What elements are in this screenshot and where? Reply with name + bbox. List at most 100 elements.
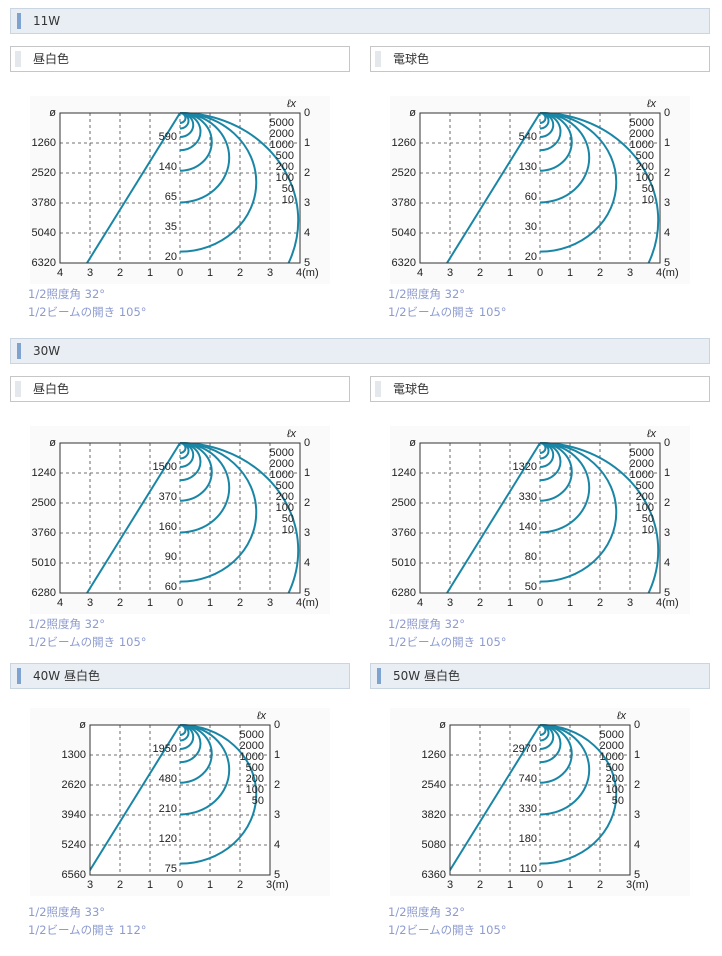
distance-label: 2 — [477, 597, 483, 609]
distance-label: 2 — [117, 267, 123, 279]
lux-label: 1000 — [270, 139, 294, 151]
spec-note: 1/2照度角 32° — [28, 617, 106, 631]
panel-header: 50W 昼白色 — [370, 663, 710, 689]
diameter-label: 1260 — [392, 137, 416, 149]
center-lux-label: 540 — [519, 131, 537, 143]
isolux-curve — [539, 724, 618, 865]
lux-label: 50 — [282, 513, 294, 525]
depth-label: 2 — [634, 779, 640, 791]
lux-label: 1000 — [270, 469, 294, 481]
section-header: 30W — [10, 338, 710, 364]
spec-note: 1/2ビームの開き 105° — [28, 305, 147, 319]
lux-label: 200 — [636, 161, 654, 173]
center-lux-label: 180 — [519, 833, 537, 845]
diameter-label: ø — [409, 437, 416, 449]
depth-label: 2 — [664, 497, 670, 509]
depth-label: 3 — [304, 197, 310, 209]
depth-label: 0 — [664, 107, 670, 119]
lux-label: 500 — [276, 150, 294, 162]
depth-label: 3 — [664, 527, 670, 539]
lux-label: 200 — [276, 491, 294, 503]
distance-label: 3 — [447, 879, 453, 891]
lux-label: 100 — [636, 172, 654, 184]
isolux-curve — [539, 724, 573, 784]
depth-label: 0 — [304, 107, 310, 119]
distance-label: 3 — [447, 597, 453, 609]
depth-label: 1 — [274, 749, 280, 761]
depth-label: 5 — [304, 587, 310, 599]
isolux-curve — [539, 112, 591, 204]
distance-label: 0 — [537, 597, 543, 609]
distance-label: 0 — [537, 267, 543, 279]
unit-label: ℓx — [646, 428, 657, 440]
isolux-curve — [539, 442, 660, 593]
lux-label: 500 — [276, 480, 294, 492]
center-lux-label: 160 — [159, 521, 177, 533]
lux-label: 2000 — [270, 458, 294, 470]
distance-label: 1 — [567, 879, 573, 891]
distance-label: 2 — [117, 879, 123, 891]
depth-label: 0 — [274, 719, 280, 731]
distance-label: 1 — [147, 267, 153, 279]
lux-label: 100 — [276, 502, 294, 514]
distance-label: 3 — [87, 879, 93, 891]
lux-label: 500 — [636, 150, 654, 162]
depth-label: 5 — [634, 869, 640, 881]
diameter-label: 6280 — [392, 587, 416, 599]
plot-frame — [59, 442, 301, 594]
depth-label: 5 — [274, 869, 280, 881]
distance-label: 2 — [477, 879, 483, 891]
diameter-label: 2520 — [392, 167, 416, 179]
diameter-label: 2500 — [32, 497, 56, 509]
depth-label: 3 — [274, 809, 280, 821]
section-header: 11W — [10, 8, 710, 34]
beam-edge — [86, 442, 181, 593]
center-lux-label: 130 — [519, 161, 537, 173]
diameter-label: 1260 — [422, 749, 446, 761]
isolux-curve — [539, 442, 573, 502]
lux-label: 10 — [282, 194, 294, 206]
distance-label: 2 — [477, 267, 483, 279]
depth-label: 4 — [274, 839, 280, 851]
distance-label: 2 — [237, 267, 243, 279]
beam-edge — [446, 442, 541, 593]
isolux-curve — [179, 442, 213, 502]
diameter-label: 5040 — [32, 227, 56, 239]
distance-label: 1 — [507, 267, 513, 279]
lux-label: 5000 — [600, 729, 624, 741]
illuminance-diagram: ø13002620394052406560012345ℓx50002000100… — [30, 708, 330, 896]
center-lux-label: 1950 — [153, 743, 177, 755]
distance-label: 3(m) — [626, 879, 649, 891]
diameter-label: 1260 — [32, 137, 56, 149]
distance-label: 0 — [537, 879, 543, 891]
spec-note: 1/2照度角 32° — [388, 617, 466, 631]
depth-label: 1 — [634, 749, 640, 761]
isolux-curve — [179, 442, 258, 583]
spec-note: 1/2ビームの開き 112° — [28, 923, 147, 937]
lux-label: 5000 — [630, 447, 654, 459]
diameter-label: 3940 — [62, 809, 86, 821]
lux-label: 5000 — [630, 117, 654, 129]
lux-label: 5000 — [240, 729, 264, 741]
lux-label: 5000 — [270, 447, 294, 459]
lux-label: 200 — [276, 161, 294, 173]
center-lux-label: 50 — [525, 581, 537, 593]
illuminance-diagram: ø12402500376050106280012345ℓx50002000100… — [390, 426, 690, 614]
lux-label: 500 — [246, 762, 264, 774]
distance-label: 3 — [87, 597, 93, 609]
depth-label: 4 — [634, 839, 640, 851]
diameter-label: 3760 — [32, 527, 56, 539]
plot-frame — [449, 724, 631, 876]
diameter-label: 1240 — [32, 467, 56, 479]
curves — [90, 724, 258, 873]
curves — [86, 442, 300, 593]
lux-label: 200 — [246, 773, 264, 785]
distance-label: 1 — [507, 879, 513, 891]
distance-label: 3 — [627, 597, 633, 609]
beam-edge — [90, 724, 181, 873]
distance-label: 3 — [87, 267, 93, 279]
distance-label: 4 — [57, 597, 63, 609]
depth-label: 3 — [634, 809, 640, 821]
lux-label: 100 — [606, 784, 624, 796]
distance-label: 4 — [57, 267, 63, 279]
